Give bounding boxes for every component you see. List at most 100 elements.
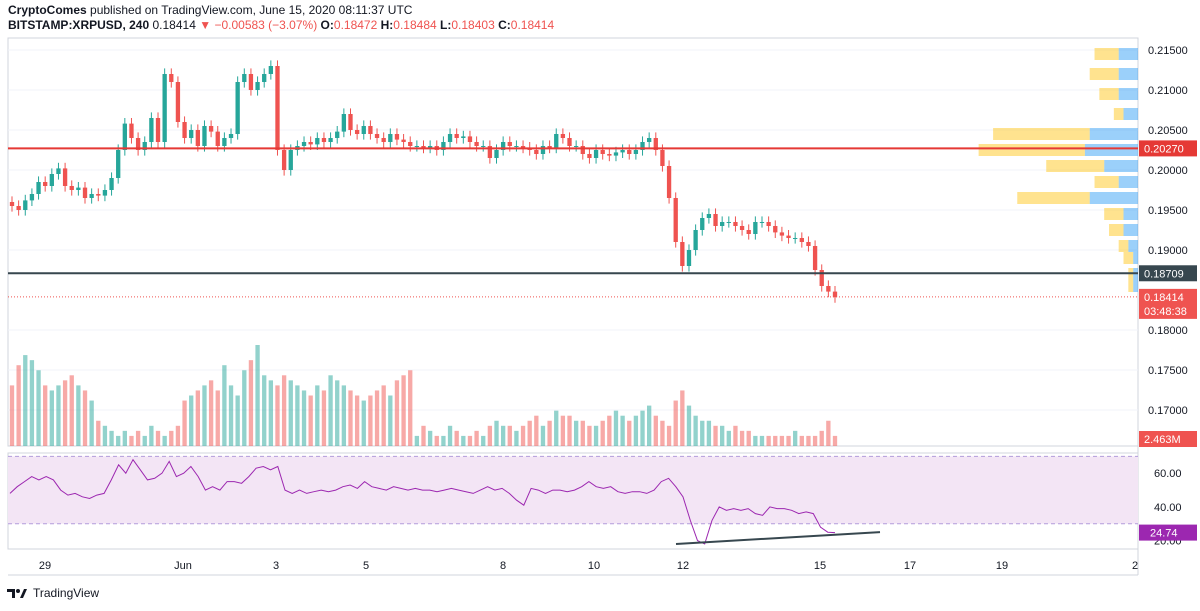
- volume-bar: [288, 380, 293, 446]
- candle-body: [534, 150, 539, 154]
- candle-body: [189, 130, 194, 138]
- volume-profile-down: [1099, 88, 1119, 100]
- volume-profile-down: [993, 128, 1090, 140]
- candle-body: [640, 142, 645, 150]
- open-value: 0.18472: [333, 18, 378, 32]
- candle-body: [514, 146, 519, 147]
- candle-body: [693, 230, 698, 250]
- candle-body: [381, 138, 386, 142]
- last-price: 0.18414: [152, 18, 196, 32]
- candle-body: [408, 142, 413, 146]
- volume-bar: [580, 420, 585, 446]
- candle-body: [467, 136, 473, 142]
- volume-bar: [76, 385, 81, 446]
- volume-bar: [248, 360, 254, 446]
- horizontal-line-price-label: 0.20270: [1144, 143, 1184, 155]
- volume-bar: [348, 390, 353, 446]
- candle-body: [826, 286, 831, 292]
- publisher-name[interactable]: CryptoComes: [8, 3, 87, 17]
- volume-profile-down: [978, 144, 1085, 156]
- rsi-tick-label: 60.00: [1154, 468, 1182, 480]
- candle-body: [812, 246, 818, 270]
- candle-body: [700, 218, 705, 230]
- volume-bar: [394, 380, 400, 446]
- volume-bar: [481, 435, 486, 446]
- volume-bar: [381, 385, 386, 446]
- volume-profile-up: [1089, 128, 1138, 140]
- tradingview-logo-icon: [7, 589, 27, 598]
- volume-bar: [414, 435, 420, 446]
- volume-bar: [680, 390, 685, 446]
- volume-bar: [607, 415, 612, 446]
- volume-bar: [374, 390, 380, 446]
- volume-profile-down: [1109, 224, 1124, 236]
- volume-profile-down: [1046, 160, 1105, 172]
- candle-body: [394, 134, 400, 140]
- candle-body: [547, 146, 552, 148]
- rsi-trendline: [675, 531, 881, 545]
- volume-bar: [461, 435, 466, 446]
- time-tick-label: Jun: [174, 560, 192, 572]
- volume-bar: [467, 435, 473, 446]
- volume-bar: [135, 430, 141, 446]
- horizontal-line-price-tag: [1139, 140, 1197, 157]
- candle-body: [348, 114, 353, 130]
- candle-body: [262, 74, 267, 82]
- volume-bar: [554, 410, 559, 446]
- tradingview-brand[interactable]: TradingView: [33, 586, 100, 600]
- candle-body: [202, 126, 207, 146]
- candle-body: [427, 146, 433, 148]
- price-change: −0.00583 (−3.07%): [214, 18, 318, 32]
- candle-body: [647, 138, 652, 142]
- candle-body: [540, 146, 546, 154]
- volume-bar: [129, 435, 134, 446]
- candle-body: [43, 182, 48, 186]
- candle-body: [76, 187, 81, 190]
- rsi-line: [9, 458, 836, 545]
- candle-body: [806, 242, 811, 246]
- candle-body: [102, 190, 108, 196]
- candle-body: [36, 182, 41, 194]
- candle-body: [315, 138, 320, 145]
- volume-profile-down: [1089, 68, 1119, 80]
- time-tick-label: 2: [1132, 560, 1138, 572]
- candle-body: [500, 142, 506, 150]
- time-tick-label: 17: [904, 560, 916, 572]
- volume-bar: [155, 430, 161, 446]
- volume-bar: [713, 425, 718, 446]
- high-value: 0.18484: [393, 18, 437, 32]
- volume-bar: [202, 385, 207, 446]
- volume-bar: [633, 415, 639, 446]
- candle-body: [388, 134, 393, 142]
- volume-bar: [222, 365, 227, 446]
- candle-body: [739, 226, 745, 230]
- candle-body: [600, 150, 605, 154]
- volume-tag: [1139, 431, 1197, 447]
- symbol-label[interactable]: BITSTAMP:XRPUSD, 240: [8, 18, 150, 32]
- price-tick-label: 0.20500: [1148, 125, 1188, 137]
- volume-profile-up: [1118, 68, 1138, 80]
- candle-body: [308, 142, 313, 145]
- volume-profile-up: [1118, 88, 1138, 100]
- volume-bar: [700, 420, 705, 446]
- candle-body: [228, 134, 234, 138]
- candle-body: [328, 138, 333, 142]
- candle-body: [580, 146, 585, 154]
- candle-body: [122, 123, 127, 150]
- volume-bar: [640, 410, 645, 446]
- footer: TradingView: [6, 586, 99, 600]
- volume-bar: [447, 425, 453, 446]
- candle-body: [766, 222, 771, 226]
- volume-bar: [454, 430, 459, 446]
- volume-bar: [441, 435, 446, 446]
- volume-bar: [560, 415, 566, 446]
- volume-bar: [514, 430, 519, 446]
- volume-bar: [29, 360, 35, 446]
- candle-body: [268, 66, 274, 74]
- candle-body: [620, 150, 625, 153]
- volume-bar: [275, 385, 280, 446]
- volume-profile-up: [1123, 208, 1138, 220]
- candle-body: [441, 142, 446, 150]
- volume-bar: [527, 420, 532, 446]
